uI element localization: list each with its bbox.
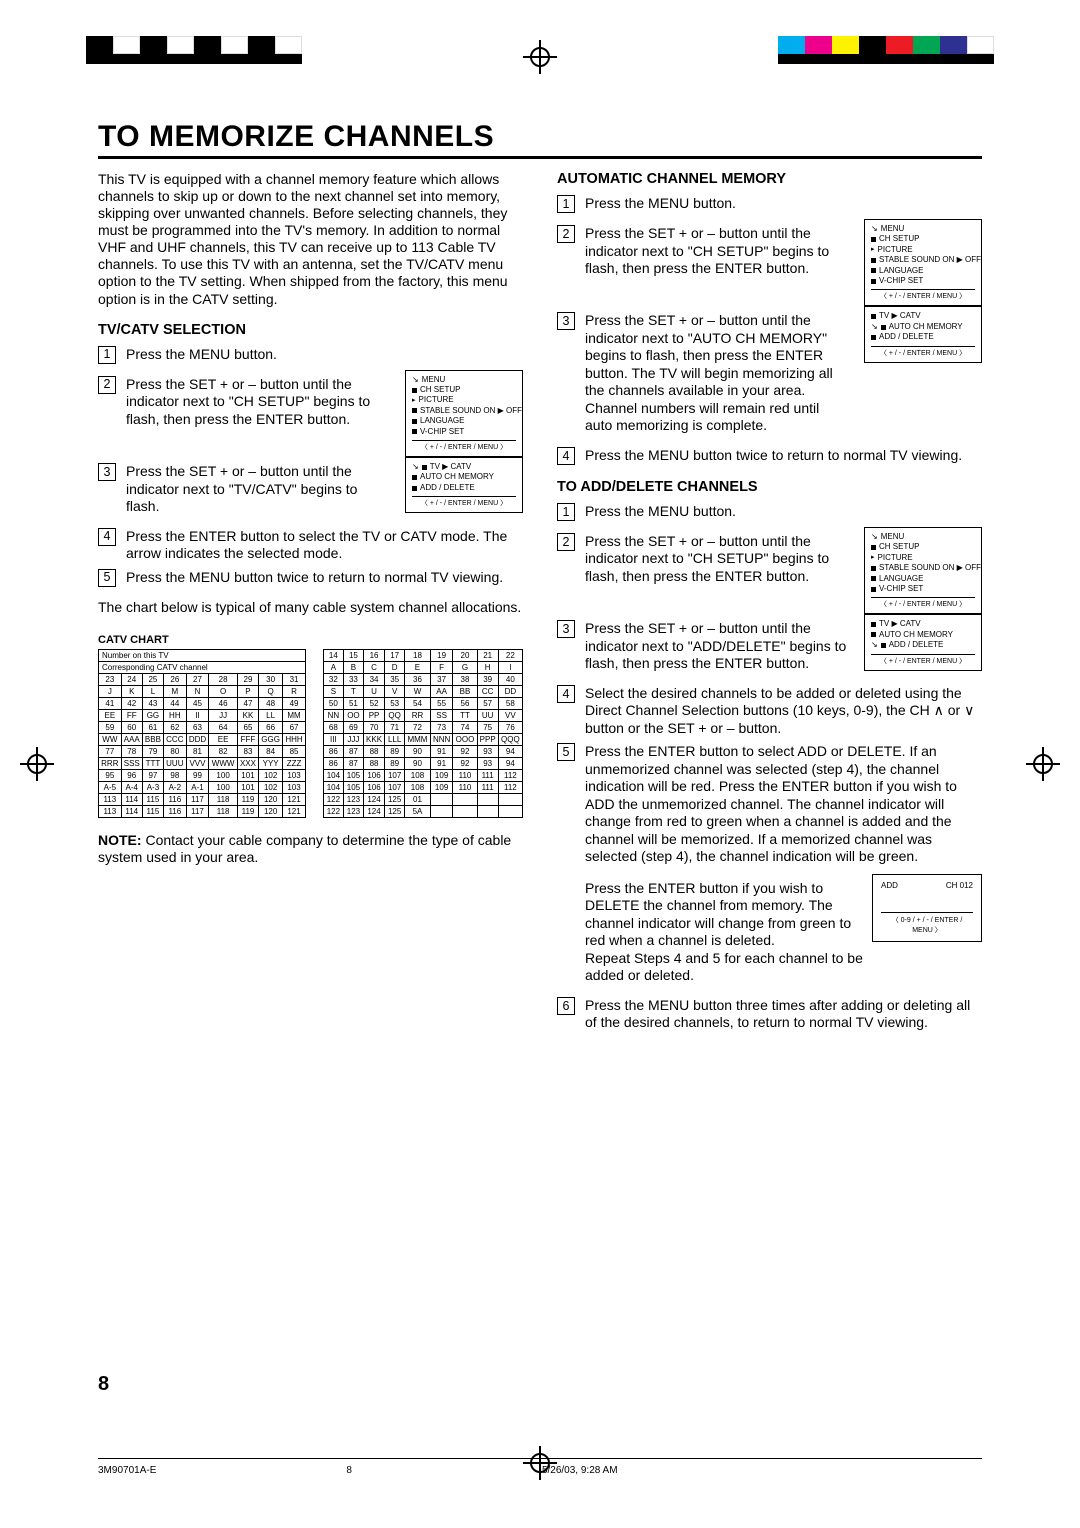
adddel-step-6: 6 Press the MENU button three times afte… xyxy=(557,997,982,1032)
osd-add-delete-box: ADD CH 012 〈 0-9 / + / - / ENTER / MENU 〉 xyxy=(872,874,982,942)
reg-blackbar-left xyxy=(86,54,302,64)
step-number: 2 xyxy=(98,376,116,394)
step-text: Press the MENU button twice to return to… xyxy=(126,569,523,587)
adddel-step-3-wrap: 3 Press the SET + or – button until the … xyxy=(557,614,982,679)
reg-crosshair-right xyxy=(1026,747,1060,781)
step-number: 3 xyxy=(557,620,575,638)
step-number: 4 xyxy=(557,685,575,703)
intro-paragraph: This TV is equipped with a channel memor… xyxy=(98,171,523,308)
step-number: 5 xyxy=(98,569,116,587)
osd-menu-box-2: ↘MENU CH SETUP ▸PICTURE STABLE SOUND ON … xyxy=(864,219,982,306)
step-text: Press the MENU button twice to return to… xyxy=(585,447,982,465)
tvcatv-step-4: 4 Press the ENTER button to select the T… xyxy=(98,528,523,563)
reg-crosshair-left xyxy=(20,747,54,781)
auto-step-2-wrap: 2 Press the SET + or – button until the … xyxy=(557,219,982,306)
step-text: Press the SET + or – button until the in… xyxy=(585,620,850,673)
reg-blackbar-right xyxy=(778,54,994,64)
auto-heading: AUTOMATIC CHANNEL MEMORY xyxy=(557,171,982,187)
step-text: Press the SET + or – button until the in… xyxy=(585,533,850,586)
tvcatv-heading: TV/CATV SELECTION xyxy=(98,322,523,338)
column-right: AUTOMATIC CHANNEL MEMORY 1 Press the MEN… xyxy=(557,171,982,1038)
osd-add-label: ADD xyxy=(881,881,898,890)
footer-timestamp: 5/26/03, 9:28 AM xyxy=(542,1465,618,1476)
adddel-step-4: 4 Select the desired channels to be adde… xyxy=(557,685,982,738)
step-text: Press the ENTER button if you wish to DE… xyxy=(585,880,864,985)
adddel-step-5: 5 Press the ENTER button to select ADD o… xyxy=(557,743,982,866)
tvcatv-step-1: 1 Press the MENU button. xyxy=(98,346,523,364)
catv-note-text: Contact your cable company to determine … xyxy=(98,832,511,866)
step-text: Press the SET + or – button until the in… xyxy=(126,463,376,516)
tvcatv-step-3-wrap: 3 Press the SET + or – button until the … xyxy=(98,457,523,522)
auto-step-3-wrap: 3 Press the SET + or – button until the … xyxy=(557,306,982,441)
footer-doc-id: 3M90701A-E xyxy=(98,1465,156,1476)
adddel-heading: TO ADD/DELETE CHANNELS xyxy=(557,479,982,495)
footer: 3M90701A-E 8 5/26/03, 9:28 AM xyxy=(98,1458,982,1476)
step-text: Press the ENTER button to select ADD or … xyxy=(585,743,982,866)
osd-submenu-box-1: ↘TV ▶ CATV AUTO CH MEMORY ADD / DELETE 〈… xyxy=(405,457,523,513)
step-number: 1 xyxy=(557,195,575,213)
reg-colorbar-right xyxy=(778,36,994,54)
step-text: Press the MENU button. xyxy=(585,195,982,213)
column-left: This TV is equipped with a channel memor… xyxy=(98,171,523,1038)
step-number: 3 xyxy=(98,463,116,481)
adddel-step-2-wrap: 2 Press the SET + or – button until the … xyxy=(557,527,982,614)
step-number: 1 xyxy=(98,346,116,364)
step-text: Press the ENTER button to select the TV … xyxy=(126,528,523,563)
step-number: 3 xyxy=(557,312,575,330)
step-number: 2 xyxy=(557,533,575,551)
page-number: 8 xyxy=(98,1373,109,1396)
page: To Memorize Channels This TV is equipped… xyxy=(0,0,1080,1528)
reg-colorbar-left xyxy=(86,36,302,54)
osd-submenu-box-2: TV ▶ CATV ↘AUTO CH MEMORY ADD / DELETE 〈… xyxy=(864,306,982,362)
osd-add-foot: 〈 0-9 / + / - / ENTER / MENU 〉 xyxy=(881,912,973,935)
footer-page: 8 xyxy=(346,1465,352,1476)
adddel-step-1: 1 Press the MENU button. xyxy=(557,503,982,521)
step-number: 2 xyxy=(557,225,575,243)
step-text: Press the SET + or – button until the in… xyxy=(126,376,376,429)
page-title: To Memorize Channels xyxy=(98,120,982,159)
step-text: Press the MENU button. xyxy=(585,503,982,521)
step-text: Press the MENU button. xyxy=(126,346,523,364)
step-text: Select the desired channels to be added … xyxy=(585,685,982,738)
auto-step-1: 1 Press the MENU button. xyxy=(557,195,982,213)
catv-note: NOTE: Contact your cable company to dete… xyxy=(98,832,523,867)
osd-add-ch: CH 012 xyxy=(946,881,973,890)
step-number: 5 xyxy=(557,743,575,761)
osd-submenu-box-3: TV ▶ CATV AUTO CH MEMORY ↘ADD / DELETE 〈… xyxy=(864,614,982,670)
adddel-step-5b-wrap: Press the ENTER button if you wish to DE… xyxy=(557,874,982,991)
step-text: Press the SET + or – button until the in… xyxy=(585,312,850,435)
osd-menu-box-1: ↘MENU CH SETUP ▸PICTURE STABLE SOUND ON … xyxy=(405,370,523,457)
step-number: 6 xyxy=(557,997,575,1015)
reg-crosshair-top xyxy=(523,40,557,74)
step-text: Press the SET + or – button until the in… xyxy=(585,225,850,278)
step-number: 1 xyxy=(557,503,575,521)
content-area: To Memorize Channels This TV is equipped… xyxy=(98,120,982,1038)
step-text: Press the MENU button three times after … xyxy=(585,997,982,1032)
catv-chart: Number on this TV141516171819202122Corre… xyxy=(98,649,523,818)
catv-chart-label: CATV CHART xyxy=(98,634,523,646)
step-number: 4 xyxy=(98,528,116,546)
osd-menu-box-3: ↘MENU CH SETUP ▸PICTURE STABLE SOUND ON … xyxy=(864,527,982,614)
auto-step-4: 4 Press the MENU button twice to return … xyxy=(557,447,982,465)
step-number: 4 xyxy=(557,447,575,465)
tvcatv-step-2-wrap: 2 Press the SET + or – button until the … xyxy=(98,370,523,457)
tvcatv-step-5: 5 Press the MENU button twice to return … xyxy=(98,569,523,587)
chart-intro: The chart below is typical of many cable… xyxy=(98,599,523,616)
